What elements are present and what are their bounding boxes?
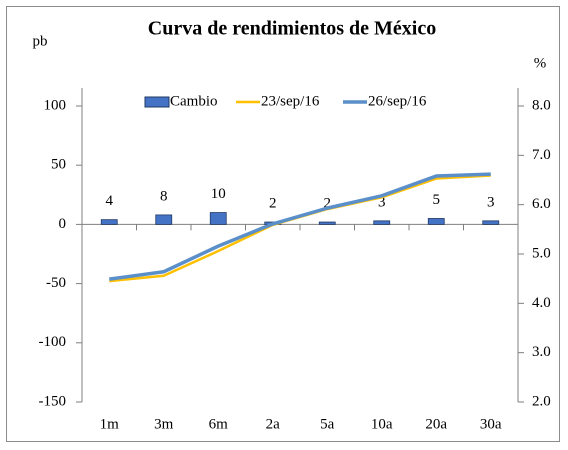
bar-value-label: 3: [378, 194, 386, 210]
bar: [318, 221, 336, 225]
bar-value-label: 5: [433, 192, 441, 208]
y2-tick-label: 4.0: [532, 295, 551, 311]
bar-value-label: 3: [487, 194, 495, 210]
x-tick-label: 20a: [425, 416, 447, 432]
y2-tick-label: 3.0: [532, 344, 551, 360]
bar: [100, 219, 118, 225]
bar-value-label: 10: [211, 186, 226, 202]
y-tick-label: 100: [44, 97, 67, 113]
bar-value-label: 2: [324, 195, 332, 211]
bar: [209, 212, 227, 225]
x-tick-label: 5a: [320, 416, 335, 432]
x-tick-label: 2a: [266, 416, 281, 432]
y2-tick-label: 7.0: [532, 147, 551, 163]
legend-label: 23/sep/16: [261, 93, 320, 109]
bar-value-label: 2: [269, 195, 277, 211]
chart-title: Curva de rendimientos de México: [148, 18, 437, 40]
y-axis-label: pb: [33, 33, 48, 49]
y2-axis-label: %: [534, 55, 547, 71]
x-tick-label: 3m: [154, 416, 174, 432]
legend-label: Cambio: [170, 93, 218, 109]
y-tick-label: -150: [39, 393, 67, 409]
x-tick-label: 30a: [480, 416, 502, 432]
legend-label: 26/sep/16: [368, 93, 427, 109]
y2-tick-label: 2.0: [532, 393, 551, 409]
x-tick-label: 1m: [100, 416, 120, 432]
y-tick-label: 0: [59, 216, 67, 232]
legend-swatch: [144, 96, 170, 108]
bar: [482, 220, 500, 225]
bar: [373, 220, 391, 225]
y-tick-label: -100: [39, 334, 67, 350]
bar-value-label: 8: [160, 188, 168, 204]
y-tick-label: -50: [46, 275, 66, 291]
bar: [427, 218, 445, 225]
y2-tick-label: 8.0: [532, 97, 551, 113]
y2-tick-label: 5.0: [532, 245, 551, 261]
x-tick-label: 6m: [209, 416, 229, 432]
bar: [155, 214, 173, 225]
bar-value-label: 4: [106, 193, 114, 209]
line: [109, 172, 491, 281]
y-tick-label: 50: [51, 157, 66, 173]
y2-tick-label: 6.0: [532, 196, 551, 212]
x-tick-label: 10a: [371, 416, 393, 432]
